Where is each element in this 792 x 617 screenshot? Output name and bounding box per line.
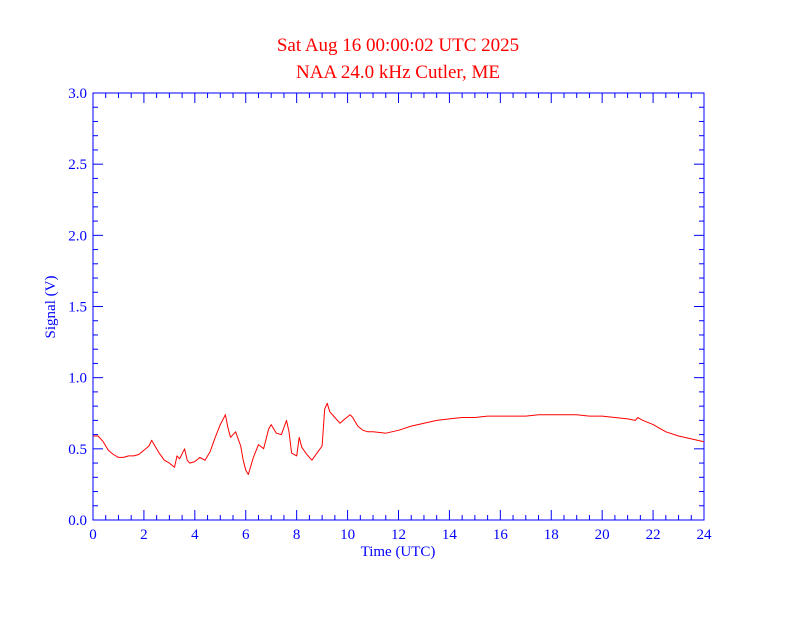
- x-tick-label: 22: [646, 527, 661, 543]
- x-tick-label: 20: [595, 527, 610, 543]
- y-tick-label: 1.5: [68, 300, 87, 316]
- axis-ticks: [92, 92, 705, 521]
- tick-labels: 0 2 4 6 8 10 12 14 16 18 20 22 240.00.51.01.52.02.53…: [68, 86, 712, 543]
- signal-series-line: [93, 402, 705, 475]
- x-tick-label: 16: [493, 527, 509, 543]
- x-tick-label: 10: [340, 527, 355, 543]
- x-tick-label: 14: [442, 527, 458, 543]
- y-tick-label: 0.5: [68, 442, 87, 458]
- x-tick-label: 0: [89, 527, 97, 543]
- series-layer: [93, 402, 705, 475]
- x-tick-label: 4: [191, 527, 199, 543]
- x-tick-label: 2: [140, 527, 148, 543]
- y-tick-label: 1.0: [68, 371, 87, 387]
- y-tick-label: 2.0: [68, 228, 87, 244]
- y-tick-label: 0.0: [68, 513, 87, 529]
- x-axis-label: Time (UTC): [361, 544, 436, 560]
- chart-subtitle: NAA 24.0 kHz Cutler, ME: [296, 62, 500, 83]
- y-tick-label: 2.5: [68, 157, 87, 173]
- x-tick-label: 6: [242, 527, 250, 543]
- plot-frame: [92, 92, 705, 521]
- x-tick-label: 24: [697, 527, 713, 543]
- y-tick-label: 3.0: [68, 86, 87, 102]
- x-tick-label: 12: [391, 527, 406, 543]
- x-tick-label: 18: [544, 527, 559, 543]
- x-tick-label: 8: [293, 527, 301, 543]
- chart-title: Sat Aug 16 00:00:02 UTC 2025: [277, 35, 519, 56]
- y-axis-label: Signal (V): [43, 276, 59, 339]
